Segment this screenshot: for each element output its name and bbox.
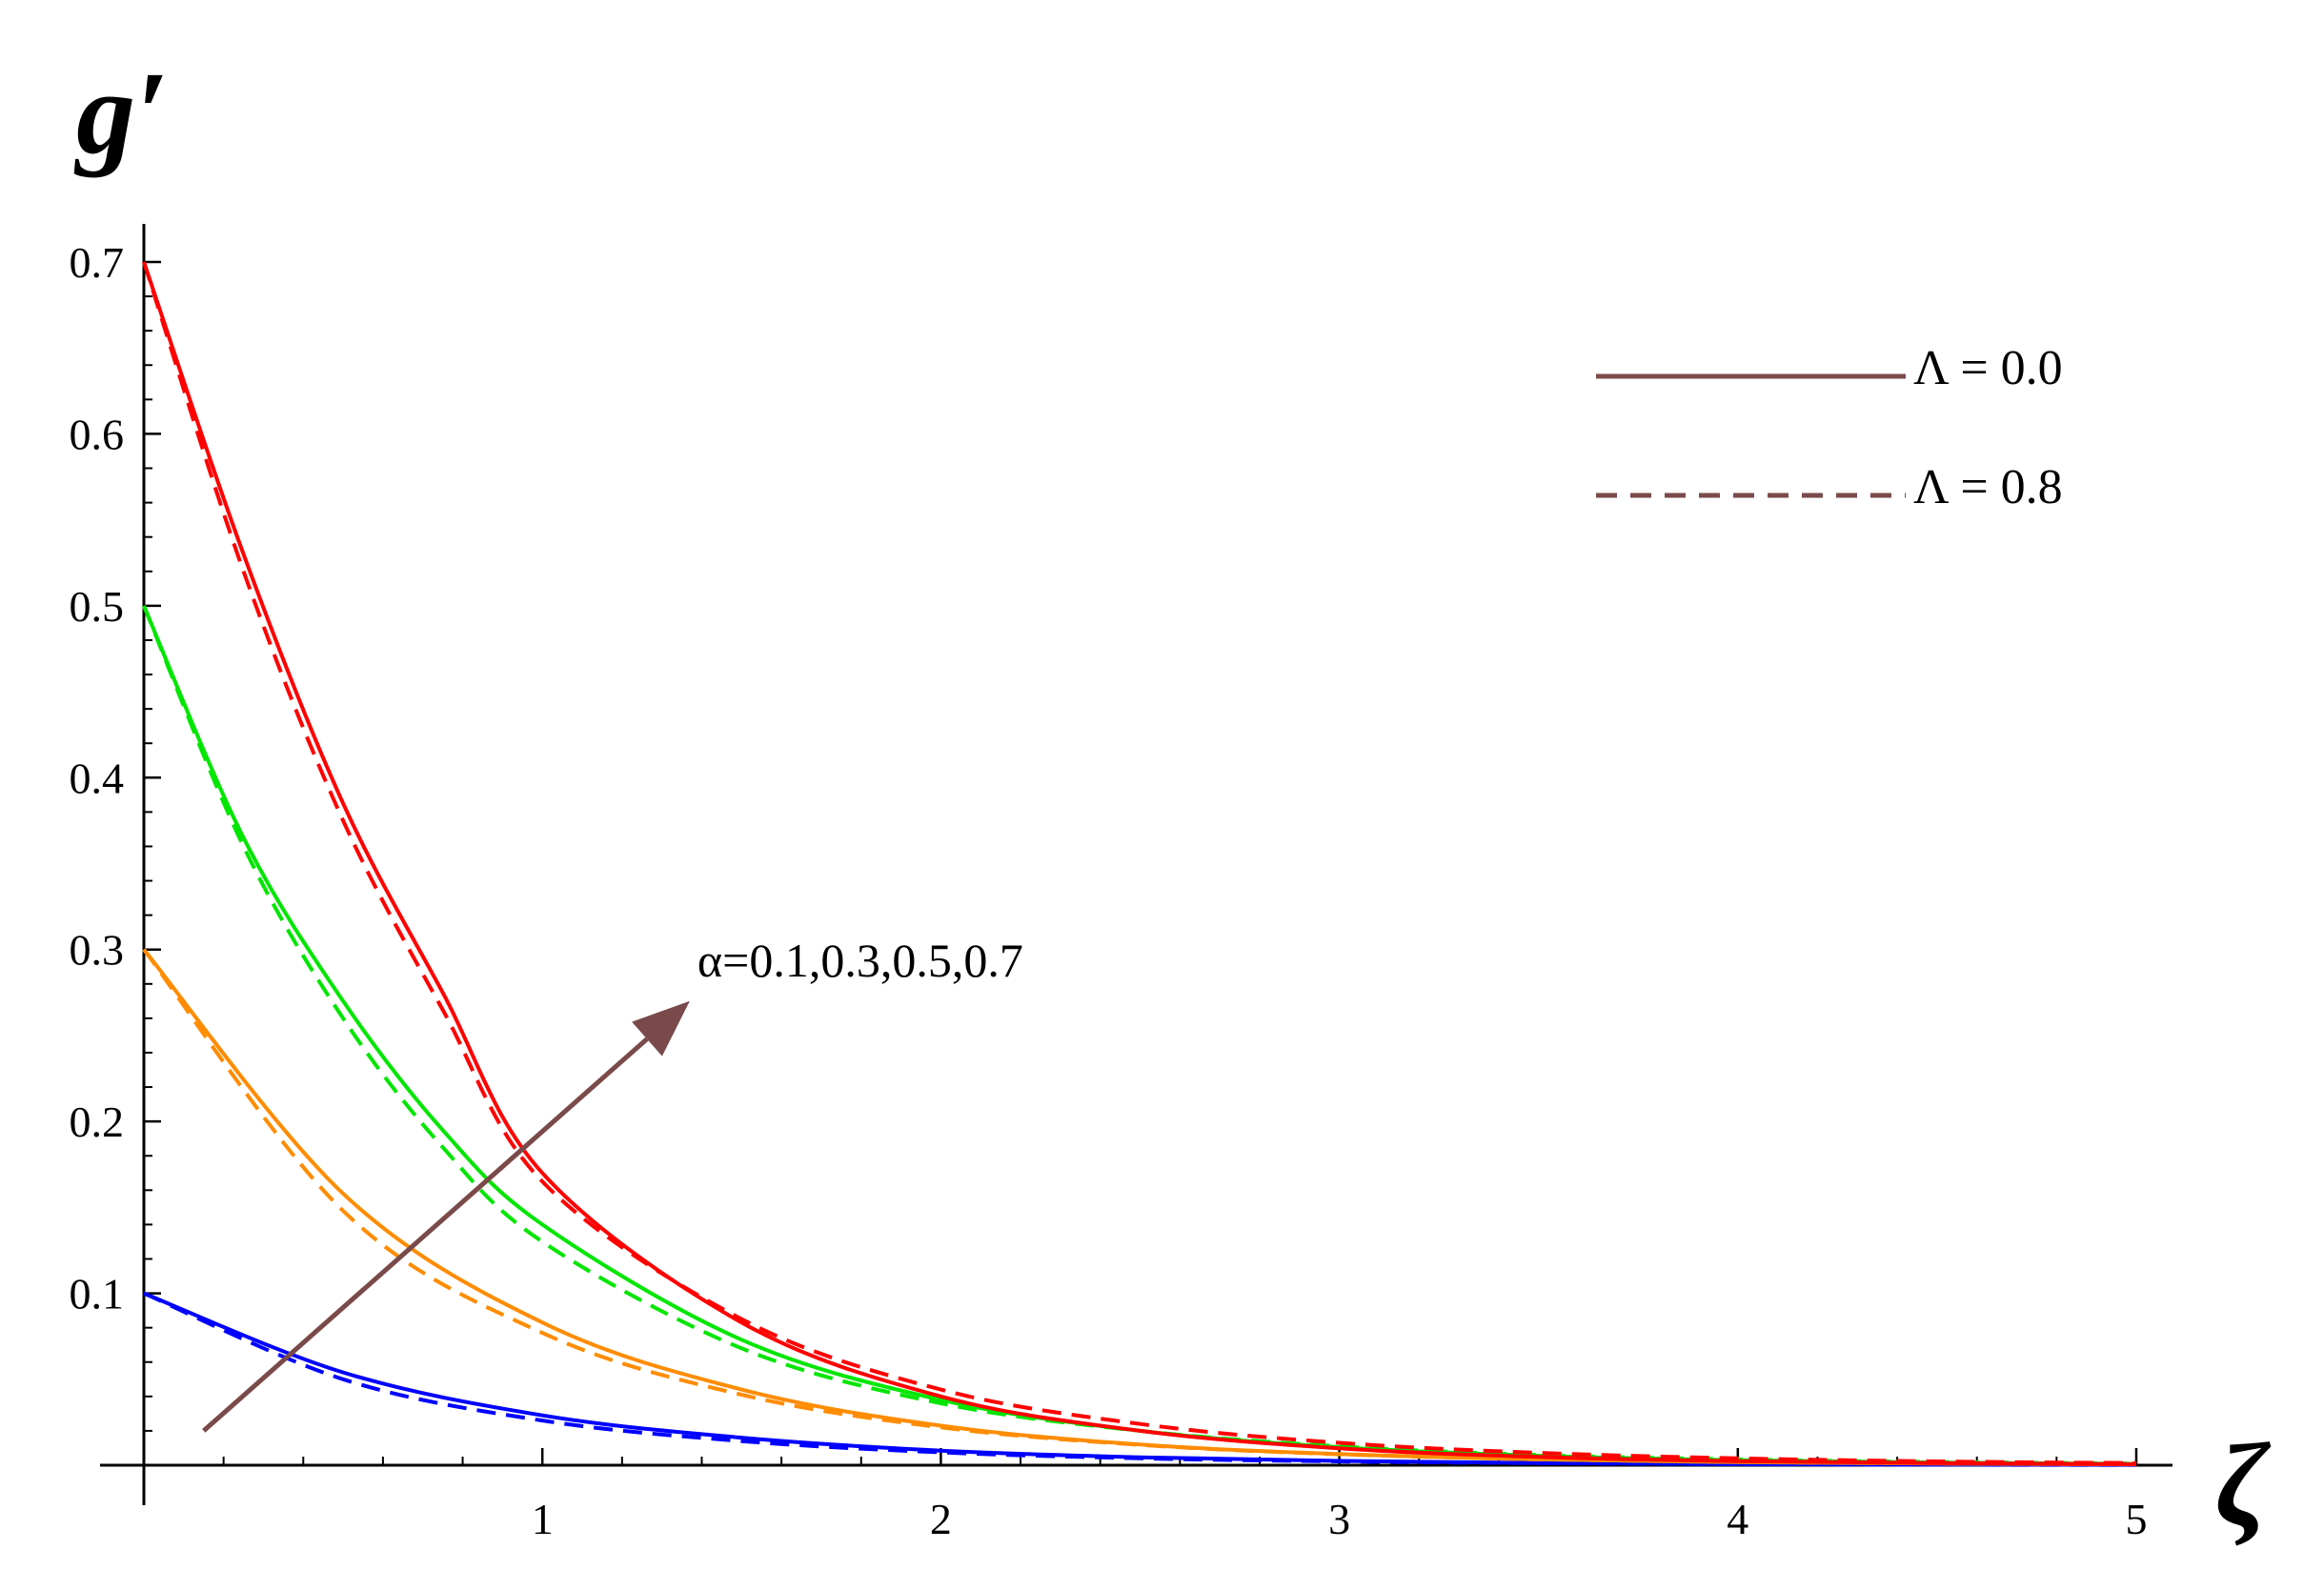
x-tick-label: 1 — [532, 1495, 554, 1543]
series-line-8-dashed — [142, 261, 2137, 1465]
series-line-3-solid — [142, 948, 2137, 1467]
annotation-label: α=0.1,0.3,0.5,0.7 — [697, 934, 1023, 987]
y-tick-label: 0.2 — [70, 1097, 125, 1146]
series-line-5-solid — [142, 605, 2137, 1466]
x-tick-label: 4 — [1727, 1495, 1748, 1543]
series-line-2-dashed — [143, 1291, 2137, 1467]
y-minor-ticks — [144, 295, 152, 1432]
y-tick-label: 0.7 — [70, 238, 125, 287]
series-line-1-solid — [143, 1291, 2137, 1467]
x-tick-label: 3 — [1328, 1495, 1350, 1543]
y-tick-label: 0.4 — [70, 754, 125, 802]
y-axis-label: g′ — [73, 48, 169, 178]
legend-label: Λ = 0.8 — [1913, 460, 2063, 514]
x-ticks: 1 2 3 4 5 — [532, 1448, 2148, 1543]
series-line-4-dashed — [142, 948, 2137, 1466]
series-line-6-dashed — [142, 605, 2137, 1466]
y-tick-label: 0.6 — [70, 410, 125, 458]
y-tick-label: 0.1 — [70, 1270, 125, 1318]
legend: Λ = 0.0 Λ = 0.8 — [1596, 341, 2063, 514]
annotation-arrow-shaft — [202, 1037, 649, 1433]
legend-label: Λ = 0.0 — [1913, 341, 2063, 395]
series-layer — [142, 261, 2137, 1467]
y-ticks: 0.1 0.2 0.3 0.4 0.5 0.6 0.7 — [70, 238, 161, 1318]
x-tick-label: 2 — [930, 1495, 952, 1543]
y-tick-label: 0.3 — [70, 926, 125, 975]
annotation-layer: α=0.1,0.3,0.5,0.7 — [202, 934, 1023, 1433]
x-axis-label: ζ — [2215, 1419, 2272, 1550]
x-tick-label: 5 — [2126, 1495, 2148, 1543]
annotation-arrow-head — [632, 1000, 690, 1057]
y-tick-label: 0.5 — [70, 582, 125, 631]
series-line-7-solid — [142, 261, 2137, 1466]
